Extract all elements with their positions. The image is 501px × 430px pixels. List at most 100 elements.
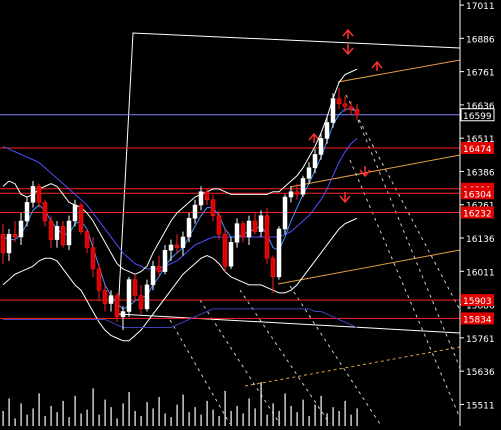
y-tick-label: 15886 — [466, 302, 495, 312]
candle-body — [36, 186, 42, 203]
candle[interactable] — [240, 220, 246, 243]
candle[interactable] — [96, 263, 102, 301]
y-tick-label: 16511 — [466, 135, 495, 145]
candle[interactable] — [228, 236, 234, 269]
candle[interactable] — [192, 199, 198, 224]
candle-body — [270, 258, 276, 278]
volume-bar — [8, 398, 10, 426]
volume-bar — [38, 393, 40, 426]
volume-bar — [356, 408, 358, 426]
volume-bar — [116, 418, 118, 426]
candle[interactable] — [294, 183, 300, 200]
candle[interactable] — [18, 213, 24, 245]
candle[interactable] — [234, 218, 240, 248]
candle[interactable] — [186, 213, 192, 243]
candle-body — [210, 199, 216, 216]
ma-slow-line — [2, 138, 358, 270]
candle[interactable] — [78, 202, 84, 235]
candle[interactable] — [132, 274, 138, 301]
candle[interactable] — [108, 290, 114, 312]
fan-line-5 — [239, 289, 331, 425]
candle[interactable] — [30, 181, 36, 208]
candle[interactable] — [144, 279, 150, 312]
price-label: 16474 — [463, 145, 492, 155]
fan-line-7 — [169, 319, 231, 425]
volume-bar — [32, 408, 34, 426]
candle[interactable] — [282, 194, 288, 235]
candle[interactable] — [120, 306, 126, 331]
candle[interactable] — [252, 213, 258, 235]
candle[interactable] — [72, 199, 78, 227]
candle[interactable] — [222, 228, 228, 272]
candle[interactable] — [312, 149, 318, 174]
candle[interactable] — [354, 103, 360, 120]
trend-line-orange-1 — [277, 249, 461, 285]
candle-body — [276, 228, 282, 278]
candle[interactable] — [288, 186, 294, 203]
candle-body — [30, 186, 36, 203]
candle[interactable] — [42, 199, 48, 227]
candle[interactable] — [348, 101, 354, 115]
candle[interactable] — [264, 207, 270, 264]
y-tick-label: 15636 — [466, 368, 495, 378]
candle[interactable] — [150, 260, 156, 291]
candle[interactable] — [114, 292, 120, 323]
candle[interactable] — [258, 210, 264, 237]
volume-bar — [170, 417, 172, 426]
candle[interactable] — [216, 210, 222, 240]
volume-bar — [188, 412, 190, 426]
candle[interactable] — [300, 175, 306, 198]
candle[interactable] — [342, 95, 348, 112]
volume-bar — [350, 414, 352, 426]
candle[interactable] — [156, 255, 162, 277]
candle-body — [192, 204, 198, 219]
candle[interactable] — [246, 215, 252, 245]
candle[interactable] — [162, 244, 168, 275]
candle[interactable] — [36, 183, 42, 208]
candle[interactable] — [6, 228, 12, 261]
candle[interactable] — [198, 186, 204, 211]
volume-bar — [236, 405, 238, 426]
candle[interactable] — [102, 284, 108, 312]
volume-bar — [68, 417, 70, 426]
candle[interactable] — [66, 215, 72, 251]
candle[interactable] — [0, 223, 6, 264]
candle[interactable] — [204, 189, 210, 206]
candle-body — [90, 247, 96, 270]
y-tick-label: 15511 — [466, 401, 495, 411]
candle[interactable] — [330, 93, 336, 128]
up-arrow-icon — [371, 60, 383, 71]
candle[interactable] — [90, 236, 96, 277]
candle[interactable] — [306, 162, 312, 184]
bollinger-upper-line — [2, 68, 358, 275]
candle[interactable] — [84, 228, 90, 253]
volume-bar — [140, 415, 142, 426]
candle[interactable] — [24, 197, 30, 227]
candle[interactable] — [336, 87, 342, 110]
price-label-box — [461, 206, 494, 219]
down-arrow-icon — [342, 44, 354, 56]
candle[interactable] — [138, 284, 144, 315]
volume-bar — [86, 409, 88, 426]
candle[interactable] — [174, 234, 180, 253]
candle[interactable] — [276, 226, 282, 280]
price-axis: 1701116886167611663616511163861626116136… — [459, 0, 495, 426]
volume-bar — [26, 414, 28, 426]
candle[interactable] — [12, 220, 18, 243]
volume-bar — [44, 415, 46, 426]
candle[interactable] — [60, 220, 66, 248]
y-tick-label: 16636 — [466, 102, 495, 112]
candle[interactable] — [180, 231, 186, 256]
volume-bar — [218, 415, 220, 426]
candle[interactable] — [126, 276, 132, 317]
candle[interactable] — [168, 239, 174, 261]
volume-bar — [248, 398, 250, 426]
candle[interactable] — [48, 215, 54, 248]
candle[interactable] — [318, 133, 324, 160]
candle[interactable] — [210, 194, 216, 221]
candle[interactable] — [270, 255, 276, 293]
candle[interactable] — [54, 220, 60, 248]
candle[interactable] — [324, 117, 330, 144]
candlesticks[interactable] — [0, 87, 360, 331]
